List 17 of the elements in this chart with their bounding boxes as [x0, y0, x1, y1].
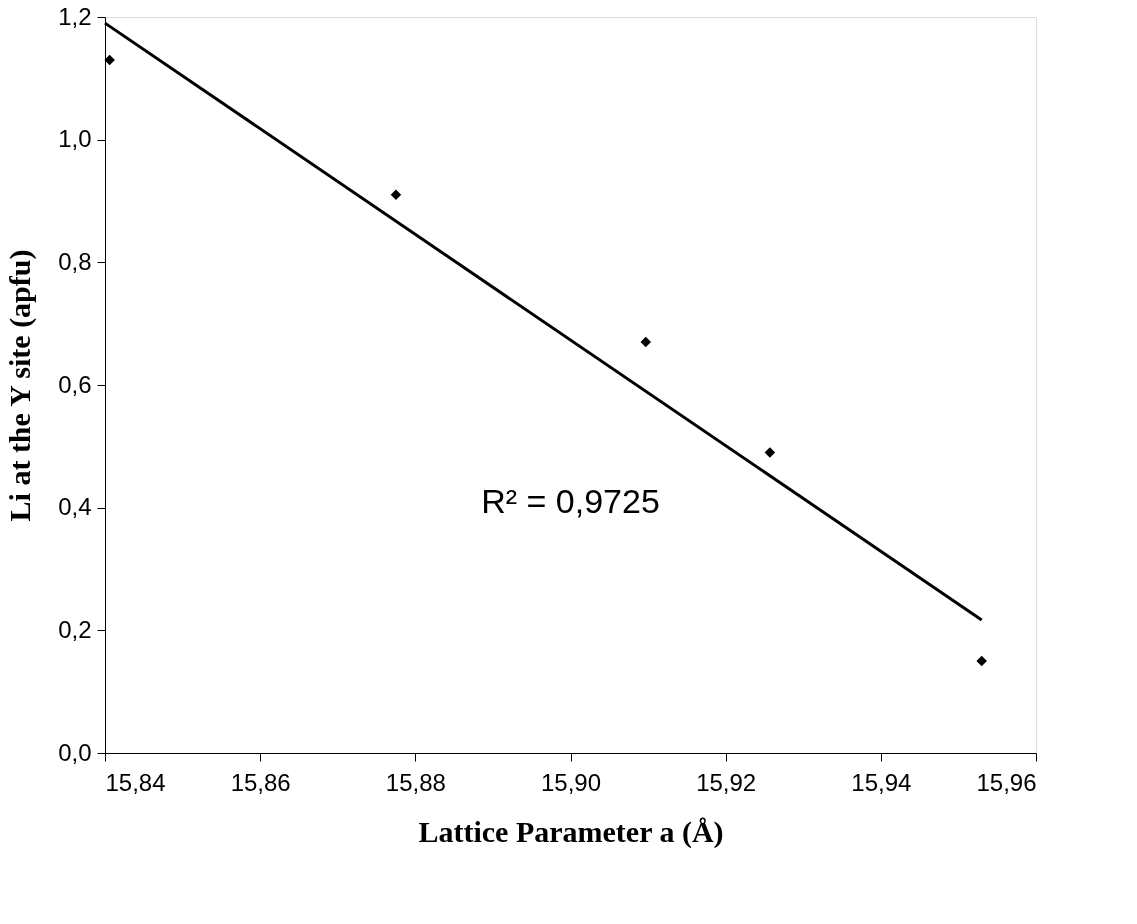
- x-tick-label: 15,88: [385, 768, 446, 796]
- y-tick-label: 0,6: [58, 370, 92, 398]
- x-axis-title: Lattice Parameter a (Å): [418, 814, 724, 849]
- y-tick-label: 0,0: [58, 738, 92, 766]
- x-tick-label: 15,84: [105, 768, 166, 796]
- y-tick-label: 1,0: [58, 125, 92, 153]
- x-tick-label: 15,96: [976, 768, 1037, 796]
- x-tick-label: 15,94: [851, 768, 912, 796]
- y-tick-label: 0,8: [58, 247, 92, 275]
- y-axis-title: Li at the Y site (apfu): [3, 249, 38, 522]
- x-tick-label: 15,86: [230, 768, 291, 796]
- y-tick-label: 0,2: [58, 615, 92, 643]
- y-tick-label: 1,2: [58, 2, 92, 30]
- y-tick-label: 0,4: [58, 493, 92, 521]
- x-tick-label: 15,92: [696, 768, 757, 796]
- annotation: R² = 0,9725: [481, 481, 660, 520]
- x-tick-label: 15,90: [540, 768, 602, 796]
